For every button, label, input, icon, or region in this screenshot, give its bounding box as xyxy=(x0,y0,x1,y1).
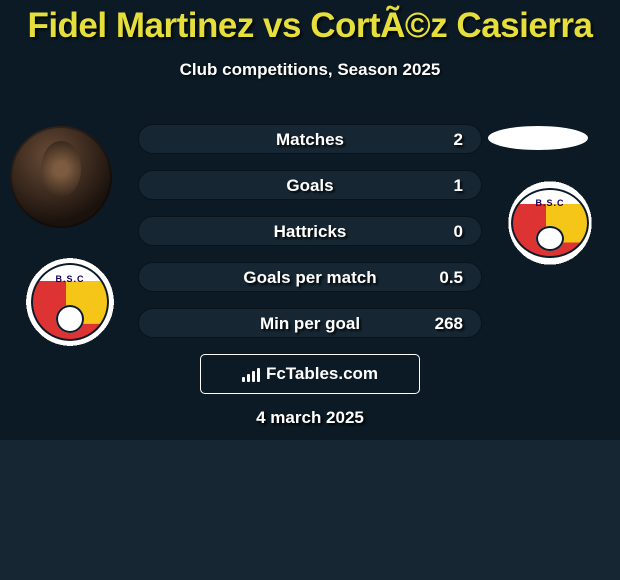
stat-value: 268 xyxy=(435,309,463,339)
stat-goals: Goals 1 xyxy=(138,170,482,200)
comparison-card: Fidel Martinez vs CortÃ©z Casierra Club … xyxy=(0,0,620,580)
stat-mpg: Min per goal 268 xyxy=(138,308,482,338)
player2-avatar xyxy=(488,126,588,150)
stat-gpm: Goals per match 0.5 xyxy=(138,262,482,292)
crest-icon xyxy=(511,188,589,258)
player1-club-badge xyxy=(20,252,120,352)
bg-bottom xyxy=(0,440,620,580)
brand-text: FcTables.com xyxy=(266,354,378,394)
stat-label: Hattricks xyxy=(139,217,481,247)
brand-box[interactable]: FcTables.com xyxy=(200,354,420,394)
stat-matches: Matches 2 xyxy=(138,124,482,154)
subtitle: Club competitions, Season 2025 xyxy=(0,60,620,80)
stat-value: 1 xyxy=(454,171,463,201)
date-text: 4 march 2025 xyxy=(0,408,620,428)
crest-icon xyxy=(31,263,109,341)
player2-club-badge xyxy=(500,178,600,268)
stats-list: Matches 2 Goals 1 Hattricks 0 Goals per … xyxy=(138,124,482,354)
stat-value: 0.5 xyxy=(439,263,463,293)
stat-value: 0 xyxy=(454,217,463,247)
bars-icon xyxy=(242,366,260,382)
stat-value: 2 xyxy=(454,125,463,155)
stat-label: Min per goal xyxy=(139,309,481,339)
stat-label: Goals per match xyxy=(139,263,481,293)
player1-avatar xyxy=(10,126,112,228)
page-title: Fidel Martinez vs CortÃ©z Casierra xyxy=(0,6,620,46)
stat-label: Matches xyxy=(139,125,481,155)
stat-label: Goals xyxy=(139,171,481,201)
stat-hattricks: Hattricks 0 xyxy=(138,216,482,246)
